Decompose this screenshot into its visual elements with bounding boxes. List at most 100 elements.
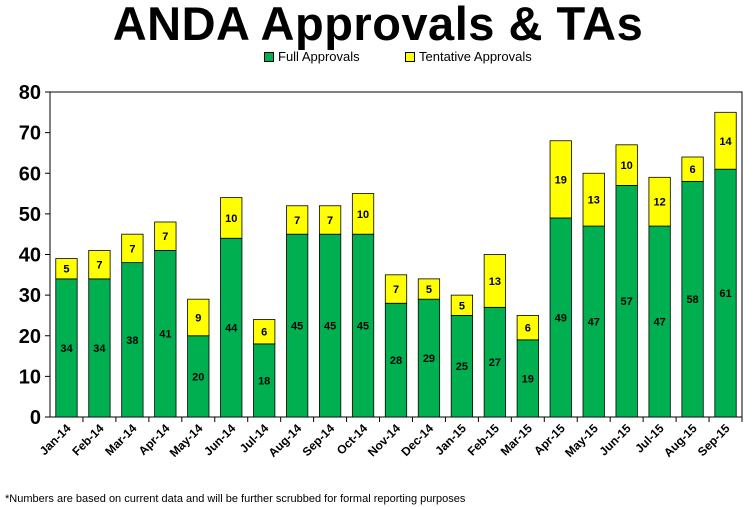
bar-tentative-approvals [121,233,144,264]
bar-tentative-approvals [154,221,177,251]
x-tick-label: Nov-14 [365,421,403,459]
bars: 34 5 34 7 38 7 41 7 20 9 44 10 18 6 45 7 45 7 45 10 28 7 29 5 25… [55,111,737,418]
legend-swatch-tentative-approvals [405,51,415,62]
bar-tentative-approvals [516,315,539,341]
data-label-tentative-approvals: 5 [63,264,69,276]
data-label-tentative-approvals: 7 [393,284,399,296]
data-label-tentative-approvals: 5 [459,300,465,312]
data-label-full-approvals: 28 [390,355,402,367]
data-label-tentative-approvals: 6 [690,164,696,176]
data-label-tentative-approvals: 10 [357,209,369,221]
legend-swatch-full-approvals [264,51,274,62]
data-label-full-approvals: 49 [555,312,567,324]
bar-tentative-approvals [253,319,276,345]
x-tick-label: Aug-15 [661,421,700,460]
legend-label-full-approvals: Full Approvals [278,49,360,64]
bar-tentative-approvals [318,205,342,235]
data-label-tentative-approvals: 6 [525,323,531,335]
data-label-full-approvals: 57 [621,296,633,308]
x-tick-label: Mar-15 [498,421,535,458]
legend-item-full-approvals: Full Approvals [264,49,360,64]
data-label-tentative-approvals: 13 [588,195,600,207]
bar-tentative-approvals [450,294,474,316]
data-label-full-approvals: 47 [653,317,665,329]
data-label-full-approvals: 45 [291,321,303,333]
x-tick-label: Oct-14 [334,421,371,458]
bar-tentative-approvals [88,250,111,280]
y-tick-label: 80 [19,82,41,104]
bar-tentative-approvals [187,298,210,337]
data-label-tentative-approvals: 7 [162,231,168,243]
data-label-full-approvals: 25 [456,361,468,373]
y-tick-label: 70 [19,123,41,145]
bar-tentative-approvals [648,176,671,227]
x-tick-label: Dec-14 [398,421,436,459]
x-tick-label: Feb-14 [69,421,106,458]
y-tick-label: 50 [19,204,41,226]
data-label-full-approvals: 58 [686,294,698,306]
x-tick-label: Feb-15 [465,421,502,458]
y-tick-label: 20 [19,326,41,348]
x-tick-label: May-15 [562,421,601,460]
data-label-tentative-approvals: 10 [225,213,237,225]
data-label-full-approvals: 41 [159,329,171,341]
data-label-full-approvals: 44 [225,323,238,335]
data-label-full-approvals: 27 [489,357,501,369]
legend: Full Approvals Tentative Approvals [0,49,756,65]
x-tick-label: Jan-14 [37,421,74,458]
data-label-tentative-approvals: 12 [653,197,665,209]
y-axis: 0 10 20 30 40 50 60 70 80 [19,82,50,429]
data-label-full-approvals: 34 [60,343,73,355]
data-label-tentative-approvals: 7 [294,215,300,227]
data-label-full-approvals: 18 [258,375,270,387]
y-tick-label: 10 [19,366,41,388]
bar-tentative-approvals [351,193,375,235]
chart-title: ANDA Approvals & TAs [112,0,644,50]
data-label-tentative-approvals: 14 [719,136,732,148]
data-label-tentative-approvals: 6 [261,327,267,339]
footnote: *Numbers are based on current data and w… [5,493,466,505]
x-tick-label: Jun-15 [597,421,634,458]
data-label-full-approvals: 34 [93,343,106,355]
x-tick-label: Sep-15 [695,421,733,459]
data-label-full-approvals: 45 [324,321,336,333]
bar-tentative-approvals [384,274,408,304]
data-label-full-approvals: 61 [719,288,731,300]
bar-tentative-approvals [483,254,506,308]
data-label-full-approvals: 19 [522,373,534,385]
y-tick-label: 30 [19,285,41,307]
y-tick-label: 60 [19,163,41,185]
bar-tentative-approvals [417,278,441,300]
data-label-tentative-approvals: 7 [129,243,135,255]
bar-tentative-approvals [681,156,704,182]
data-label-tentative-approvals: 5 [426,284,432,296]
data-label-tentative-approvals: 7 [327,215,333,227]
x-tick-label: Apr-14 [136,421,173,458]
data-label-full-approvals: 45 [357,321,369,333]
bar-tentative-approvals [286,205,309,235]
bar-tentative-approvals [714,111,737,170]
bar-tentative-approvals [615,144,638,186]
data-label-full-approvals: 47 [588,317,600,329]
x-tick-label: Apr-15 [531,421,568,458]
x-tick-label: Jun-14 [201,421,238,458]
data-label-tentative-approvals: 13 [489,276,501,288]
bar-tentative-approvals [55,258,78,280]
x-tick-label: Jan-15 [432,421,469,458]
legend-item-tentative-approvals: Tentative Approvals [405,49,532,64]
x-tick-label: Aug-14 [266,421,305,460]
data-label-full-approvals: 20 [192,371,204,383]
bar-tentative-approvals [549,140,572,219]
data-label-full-approvals: 38 [126,335,138,347]
y-tick-label: 40 [19,245,41,267]
x-tick-label: Sep-14 [299,421,337,459]
data-label-tentative-approvals: 10 [621,160,633,172]
bar-tentative-approvals [582,172,605,227]
data-label-tentative-approvals: 7 [96,260,102,272]
data-label-full-approvals: 29 [423,353,435,365]
legend-label-tentative-approvals: Tentative Approvals [419,49,532,64]
data-label-tentative-approvals: 19 [555,174,567,186]
y-tick-label: 0 [30,407,41,429]
x-tick-label: Mar-14 [102,421,139,458]
